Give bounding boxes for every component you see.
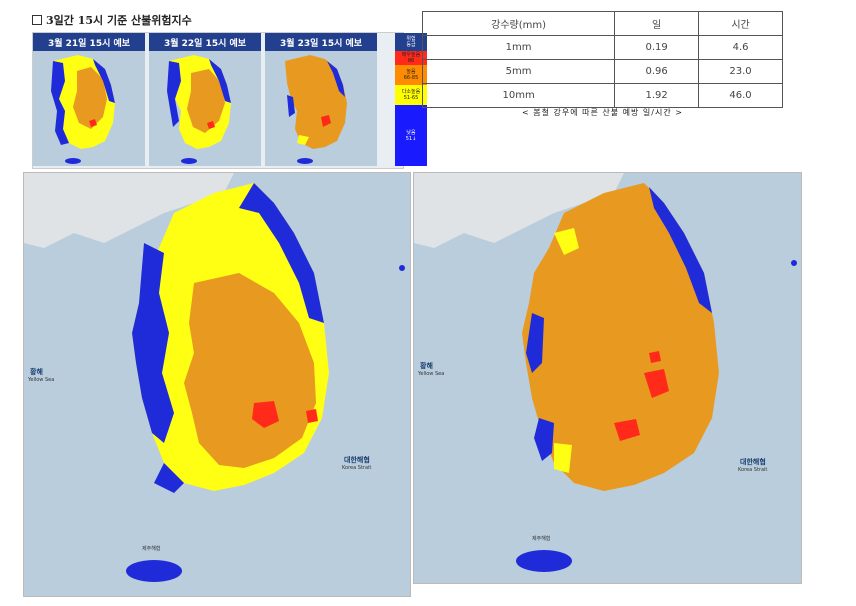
legend-item-moderate: 다소높음 51-65 (395, 85, 427, 105)
forecast-panel-title: 3월 22일 15시 예보 (149, 33, 261, 51)
cell: 1mm (421, 35, 616, 60)
forecast-strip: 3월 21일 15시 예보 3월 22일 15시 예보 3월 23일 15시 예… (32, 32, 427, 169)
table-header-row: 강수량(mm) 일 시간 (421, 11, 783, 36)
risk-map-left: 황해 Yellow Sea 대한해협 Korea Strait 제주해협 (23, 172, 411, 597)
korea-risk-map-right (414, 173, 801, 583)
cell: 1.92 (614, 83, 700, 108)
forecast-panel-1: 3월 21일 15시 예보 (33, 33, 145, 166)
forecast-panel-title: 3월 21일 15시 예보 (33, 33, 145, 51)
section-title: 3일간 15시 기준 산불위험지수 (46, 14, 192, 27)
legend-item-very-high: 매우높음 86 (395, 51, 427, 65)
cell: 5mm (421, 59, 616, 84)
cell: 23.0 (698, 59, 783, 84)
small-map-1 (33, 51, 145, 166)
label-yellow-sea: 황해 (420, 362, 433, 370)
label-yellow-sea-en: Yellow Sea (418, 371, 445, 377)
small-map-3 (265, 51, 377, 166)
forecast-panel-title: 3월 23일 15시 예보 (265, 33, 377, 51)
cell: 10mm (421, 83, 616, 108)
risk-legend: 위험 등급 매우높음 86 높음 66-85 다소높음 51-65 낮음 51↓ (395, 33, 427, 166)
header-days: 일 (614, 11, 700, 36)
label-yellow-sea-en: Yellow Sea (28, 377, 55, 383)
label-korea-strait: 대한해협 (740, 458, 766, 466)
table-caption: < 봄철 강우에 따른 산불 예방 일/시간 > (522, 108, 683, 117)
cell: 0.96 (614, 59, 700, 84)
korea-risk-map-left (24, 173, 410, 596)
risk-map-right: 황해 Yellow Sea 대한해협 Korea Strait 제주해협 (413, 172, 802, 584)
cell: 4.6 (698, 35, 783, 60)
label-korea-strait-en: Korea Strait (342, 465, 372, 471)
label-yellow-sea: 황해 (30, 368, 43, 376)
small-map-2 (149, 51, 261, 166)
cell: 0.19 (614, 35, 700, 60)
label-korea-strait-en: Korea Strait (738, 467, 768, 473)
forecast-panel-3: 3월 23일 15시 예보 (265, 33, 377, 166)
label-jeju-strait: 제주해협 (142, 546, 161, 552)
legend-title: 위험 등급 (395, 33, 427, 51)
table-row: 10mm 1.92 46.0 (421, 83, 783, 108)
legend-item-low: 낮음 51↓ (395, 105, 427, 166)
label-korea-strait: 대한해협 (344, 456, 370, 464)
rainfall-table: 강수량(mm) 일 시간 1mm 0.19 4.6 5mm 0.96 23.0 … (421, 11, 783, 108)
header-rainfall: 강수량(mm) (421, 11, 616, 36)
checkbox-square-icon (32, 15, 42, 25)
header-hours: 시간 (698, 11, 783, 36)
forecast-panel-2: 3월 22일 15시 예보 (149, 33, 261, 166)
section-heading: 3일간 15시 기준 산불위험지수 (32, 12, 192, 28)
label-jeju-strait: 제주해협 (532, 536, 551, 542)
legend-item-high: 높음 66-85 (395, 65, 427, 85)
table-row: 5mm 0.96 23.0 (421, 59, 783, 84)
table-row: 1mm 0.19 4.6 (421, 35, 783, 60)
cell: 46.0 (698, 83, 783, 108)
